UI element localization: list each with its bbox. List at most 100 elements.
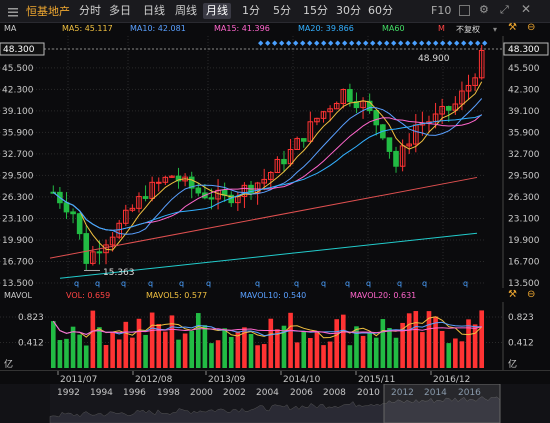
toolbar: 恒基地产 分时 多日 日线 周线 月线 1分 5分 15分 30分 60分 F1… — [0, 0, 550, 23]
candle-body — [366, 100, 373, 112]
volume-bar — [334, 319, 340, 368]
menu-icon[interactable] — [6, 4, 20, 18]
date-label: 2011/07 — [60, 375, 97, 385]
tools-icon[interactable]: ⚒ — [508, 22, 517, 33]
price-tick-left: 19.900 — [2, 236, 34, 246]
overview-year-label: 1996 — [123, 388, 146, 398]
volume-bar — [393, 337, 399, 368]
checkbox-icon[interactable] — [459, 5, 470, 16]
q-marker: q — [294, 279, 299, 288]
dividend-marker: ◆ — [300, 39, 306, 47]
date-label: 2015/11 — [358, 375, 395, 385]
volume-bar — [136, 318, 142, 368]
period-tab-intraday[interactable]: 分时 — [79, 4, 101, 17]
volume-bar — [367, 333, 372, 368]
candle-body — [90, 251, 96, 264]
overview-selection — [383, 384, 501, 423]
candle-body — [307, 121, 314, 142]
candle-body — [175, 175, 182, 182]
dividend-marker: ◆ — [454, 39, 460, 47]
period-tab-daily[interactable]: 日线 — [143, 4, 165, 17]
candle-body — [294, 138, 300, 151]
ma-extra-value: M — [438, 24, 445, 33]
volume-bar — [275, 329, 280, 368]
volume-bar — [466, 319, 471, 368]
vol-legend: MAVOL VOL: 0.659 MAVOL5: 0.577 MAVOL10: … — [0, 289, 550, 303]
vol-tools-icon[interactable]: ⚒ — [508, 289, 517, 300]
candle-body — [360, 100, 366, 109]
period-tab-multiday[interactable]: 多日 — [109, 4, 131, 17]
settings-icon[interactable]: ⚙ — [479, 3, 489, 16]
volume-bar — [314, 331, 320, 368]
dividend-marker: ◆ — [356, 39, 362, 47]
dividend-marker: ◆ — [342, 39, 348, 47]
period-tab-15min[interactable]: 15分 — [303, 4, 328, 17]
candle-body — [472, 77, 478, 86]
high-price-tag: 48.300 — [508, 45, 540, 55]
volume-bar — [288, 312, 293, 368]
candle-body — [333, 102, 340, 110]
overview-year-label: 1994 — [90, 388, 113, 398]
dividend-marker: ◆ — [377, 39, 383, 47]
volume-bar — [83, 345, 89, 368]
dividend-marker: ◆ — [363, 39, 369, 47]
volume-chart[interactable]: 0.823 0.823 0.412 0.412 亿 亿 — [0, 302, 550, 370]
dividend-marker: ◆ — [475, 39, 481, 47]
period-tab-5min[interactable]: 5分 — [273, 4, 291, 17]
dividend-marker: ◆ — [426, 39, 432, 47]
period-tab-60min[interactable]: 60分 — [368, 4, 393, 17]
close-icon[interactable]: ✕ — [521, 2, 532, 16]
volume-bar — [64, 338, 69, 368]
volume-bar — [169, 315, 175, 368]
volume-bar — [222, 328, 227, 368]
left-price-tag-box — [0, 42, 45, 56]
candle-body — [478, 49, 485, 79]
volume-bar — [373, 337, 379, 368]
ma5-line — [52, 81, 483, 251]
volume-bar — [228, 336, 234, 368]
period-tab-weekly[interactable]: 周线 — [175, 4, 197, 17]
ma10-line — [52, 98, 483, 235]
overview-year-label: 1998 — [157, 388, 180, 398]
price-tick-right: 23.100 — [508, 214, 540, 224]
candle-body — [300, 138, 307, 142]
candle-body — [103, 244, 109, 254]
dropdown-icon[interactable]: ▾ — [493, 25, 498, 34]
candle-body — [149, 181, 155, 199]
expand-icon[interactable]: ⤢ — [500, 3, 509, 16]
vol-minus-icon[interactable]: ⊖ — [527, 289, 536, 300]
volume-bar — [209, 343, 214, 368]
overview-navigator[interactable]: 1992 1994 1996 1998 2000 2002 2004 2006 2008 2010… — [0, 384, 550, 423]
dividend-marker: ◆ — [349, 39, 355, 47]
period-tab-1min[interactable]: 1分 — [242, 4, 260, 17]
period-tab-30min[interactable]: 30分 — [336, 4, 361, 17]
overview-year-label: 2000 — [190, 388, 213, 398]
volume-bar — [182, 333, 188, 368]
volume-bar — [472, 324, 478, 368]
dividend-marker: ◆ — [265, 39, 271, 47]
price-chart[interactable]: 48.300 48.300 45.500 45.500 42.300 42.300 39.1… — [0, 36, 550, 288]
volume-bar — [57, 340, 63, 368]
volume-bar — [453, 338, 458, 368]
minus-icon[interactable]: ⊖ — [527, 22, 536, 33]
mavol5-value: MAVOL5: 0.577 — [146, 291, 208, 300]
dividend-marker: ◆ — [314, 39, 320, 47]
q-marker: q — [397, 279, 402, 288]
ma-legend: MA MA5: 45.117 MA10: 42.081 MA15: 41.396… — [0, 22, 550, 36]
no-adjust-label[interactable]: 不复权 — [456, 25, 480, 34]
dividend-marker: ◆ — [468, 39, 474, 47]
candle-body — [340, 89, 347, 104]
volume-bar — [433, 316, 438, 368]
dividend-marker: ◆ — [321, 39, 327, 47]
volume-bar — [301, 331, 307, 368]
f10-button[interactable]: F10 — [431, 4, 452, 17]
period-tab-monthly[interactable]: 月线 — [203, 3, 231, 19]
volume-bar — [123, 321, 129, 368]
ma5-value: MA5: 45.117 — [62, 24, 113, 33]
q-marker: q — [179, 279, 184, 288]
date-label: 2016/12 — [433, 375, 470, 385]
dividend-marker: ◆ — [279, 39, 285, 47]
dividend-marker: ◆ — [433, 39, 439, 47]
candle-body — [287, 149, 294, 165]
date-axis: 2011/07 2012/08 2013/09 2014/10 2015/11 2016/… — [0, 370, 550, 385]
